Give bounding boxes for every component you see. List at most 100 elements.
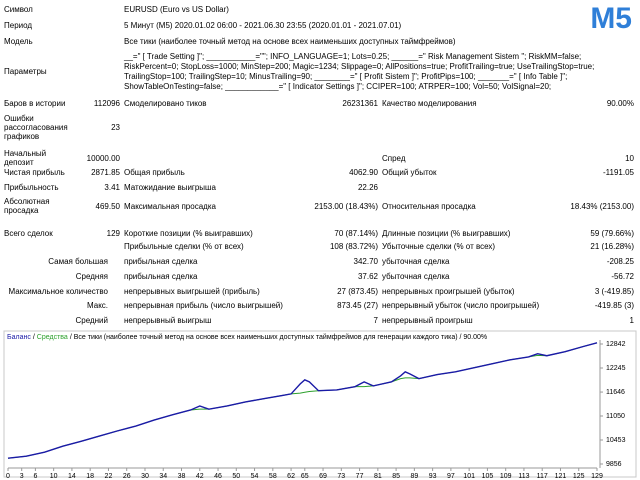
- x-tick-label: 97: [447, 473, 455, 480]
- stat-value: 3 (-419.85): [594, 286, 634, 296]
- parameter-line: TrailingStop=100; TrailingStep=10; Minus…: [124, 71, 568, 81]
- stat-label: Ошибки рассогласования графиков: [4, 113, 68, 141]
- field-label: Параметры: [4, 66, 47, 76]
- stat-label: Спред: [382, 153, 406, 163]
- stat-value: 23: [111, 122, 120, 132]
- stat-value: 59 (79.66%): [590, 228, 634, 238]
- legend-separator: /: [70, 334, 72, 341]
- y-tick-label: 10453: [606, 437, 626, 444]
- field-label: Модель: [4, 36, 33, 46]
- y-tick-label: 12245: [606, 365, 626, 372]
- x-tick-label: 101: [463, 473, 475, 480]
- x-tick-label: 22: [105, 473, 113, 480]
- stat-label: Общий убыток: [382, 167, 437, 177]
- stat-label: Абсолютная просадка: [4, 197, 50, 215]
- stat-value: 10: [625, 153, 634, 163]
- field-label: Символ: [4, 4, 33, 14]
- legend-entry: Баланс: [7, 334, 31, 341]
- stat-value: 2153.00 (18.43%): [314, 201, 378, 211]
- stat-label: Всего сделок: [4, 228, 53, 238]
- stat-label: непрерывный выигрыш: [124, 315, 212, 325]
- group-label: Средний: [75, 315, 108, 325]
- x-tick-label: 30: [141, 473, 149, 480]
- x-tick-label: 38: [178, 473, 186, 480]
- x-tick-label: 69: [319, 473, 327, 480]
- field-value: 5 Минут (M5) 2020.01.02 06:00 - 2021.06.…: [124, 20, 402, 30]
- stat-value: 112096: [93, 98, 120, 108]
- group-label: Средняя: [75, 271, 108, 281]
- stat-value: -419.85 (3): [594, 300, 634, 310]
- stat-label: непрерывных выигрышей (прибыль): [124, 286, 260, 296]
- y-tick-label: 12842: [606, 341, 626, 348]
- x-tick-label: 117: [537, 473, 548, 480]
- x-tick-label: 14: [68, 473, 76, 480]
- group-label: Макс.: [86, 300, 108, 310]
- x-tick-label: 26: [123, 473, 131, 480]
- x-tick-label: 10: [50, 473, 58, 480]
- x-tick-label: 93: [429, 473, 437, 480]
- stat-value: 70 (87.14%): [334, 228, 378, 238]
- x-tick-label: 34: [159, 473, 167, 480]
- stat-value: 90.00%: [606, 98, 634, 108]
- chart-legend: Баланс / Средства / Все тики (наиболее точны…: [7, 333, 487, 341]
- stat-value: 469.50: [95, 201, 120, 211]
- group-label: Максимальное количество: [8, 286, 108, 296]
- stat-label: Смоделировано тиков: [124, 98, 207, 108]
- stat-value: 1: [629, 315, 634, 325]
- y-tick-label: 11646: [606, 389, 625, 396]
- stat-value: -208.25: [606, 256, 634, 266]
- stat-label: Общая прибыль: [124, 167, 185, 177]
- stat-value: -56.72: [611, 271, 634, 281]
- stat-value: 873.45 (27): [337, 300, 378, 310]
- stat-label: непрерывных проигрышей (убыток): [382, 286, 515, 296]
- x-tick-label: 18: [86, 473, 94, 480]
- parameter-line: ShowTableOnTesting=false; ____________="…: [124, 81, 552, 91]
- legend-entry: Средства: [37, 334, 68, 341]
- balance-chart: Баланс / Средства / Все тики (наиболее точны…: [3, 330, 637, 480]
- parameter-line: __=" [ Trade Setting ]"; ___________="";…: [124, 51, 582, 61]
- legend-separator: /: [33, 334, 35, 341]
- stat-value: 3.41: [104, 182, 120, 192]
- x-tick-label: 125: [573, 473, 585, 480]
- x-tick-label: 54: [251, 473, 259, 480]
- stat-value: 2871.85: [91, 167, 120, 177]
- stat-value: 18.43% (2153.00): [570, 201, 634, 211]
- stat-label: прибыльная сделка: [124, 271, 198, 281]
- x-tick-label: 65: [301, 473, 309, 480]
- stat-value: 108 (83.72%): [329, 241, 378, 251]
- stat-label: непрерывный убыток (число проигрышей): [382, 300, 540, 310]
- stat-label: Чистая прибыль: [4, 167, 65, 177]
- x-tick-label: 50: [232, 473, 240, 480]
- x-tick-label: 121: [555, 473, 567, 480]
- stat-label: Длинные позиции (% выигравших): [382, 228, 511, 238]
- x-tick-label: 0: [6, 473, 10, 480]
- stat-label: Баров в истории: [4, 98, 66, 108]
- x-tick-label: 77: [356, 473, 364, 480]
- field-value: EURUSD (Euro vs US Dollar): [124, 4, 229, 14]
- x-tick-label: 81: [374, 473, 382, 480]
- series-line: [7, 342, 598, 459]
- stat-value: 10000.00: [86, 153, 120, 163]
- x-tick-label: 73: [337, 473, 345, 480]
- x-tick-label: 113: [518, 473, 529, 480]
- group-label: Самая большая: [48, 256, 108, 266]
- stat-value: 4062.90: [349, 167, 378, 177]
- x-tick-label: 6: [33, 473, 37, 480]
- stat-value: 342.70: [353, 256, 378, 266]
- stat-label: Прибыльность: [4, 182, 59, 192]
- x-tick-label: 129: [591, 473, 603, 480]
- stat-value: -1191.05: [603, 167, 634, 177]
- chart-subtitle: Все тики (наиболее точный метод на основ…: [74, 333, 487, 341]
- field-label: Период: [4, 20, 33, 30]
- stat-label: Матожидание выигрыша: [124, 182, 216, 192]
- x-tick-label: 85: [392, 473, 400, 480]
- stat-value: 22.26: [357, 182, 378, 192]
- stat-label: прибыльная сделка: [124, 256, 198, 266]
- stat-label: Относительная просадка: [382, 201, 476, 211]
- stat-label: убыточная сделка: [382, 271, 450, 281]
- stat-label: непрерывный проигрыш: [382, 315, 473, 325]
- x-tick-label: 58: [269, 473, 277, 480]
- stat-value: 129: [106, 228, 120, 238]
- stat-value: 26231361: [342, 98, 378, 108]
- x-tick-label: 89: [410, 473, 418, 480]
